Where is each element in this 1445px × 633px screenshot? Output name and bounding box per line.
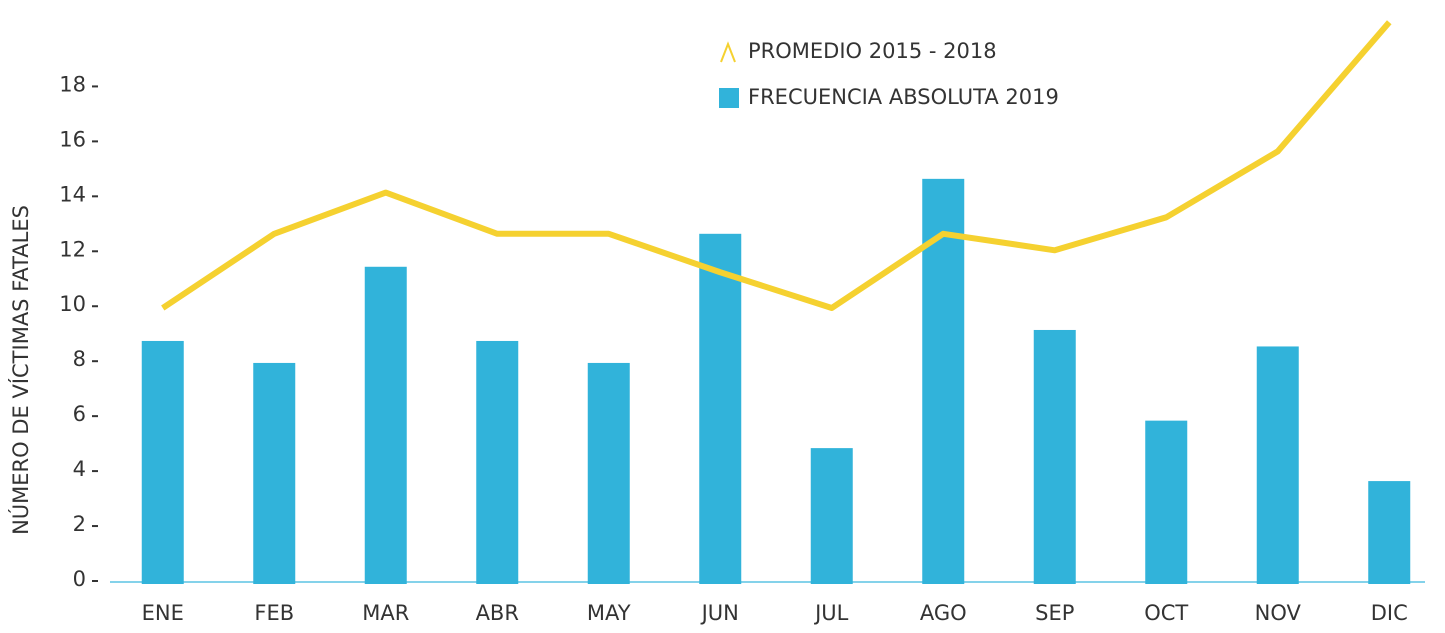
x-tick-label: MAY: [587, 601, 631, 625]
legend-line-icon: [720, 41, 736, 63]
x-tick-label: SEP: [1035, 601, 1074, 625]
bar: [1033, 329, 1076, 584]
x-tick-label: JUN: [700, 601, 739, 625]
bar: [810, 448, 853, 584]
x-tick-label: OCT: [1144, 601, 1188, 625]
x-tick-label: FEB: [254, 601, 294, 625]
bar: [1145, 420, 1188, 584]
x-tick-label: AGO: [920, 601, 967, 625]
x-tick-label: NOV: [1255, 601, 1302, 625]
y-tick-label: 12: [59, 237, 86, 261]
bar: [476, 340, 519, 584]
y-axis-label: NÚMERO DE VÍCTIMAS FATALES: [8, 205, 33, 535]
x-tick-label: ABR: [476, 601, 519, 625]
legend-label: PROMEDIO 2015 - 2018: [748, 39, 997, 63]
y-tick-label: 16: [59, 127, 86, 151]
bar: [364, 266, 407, 584]
x-tick-label: JUL: [813, 601, 849, 625]
y-tick-label: 18: [59, 72, 86, 96]
bar: [1256, 346, 1299, 584]
x-tick-label: ENE: [142, 601, 184, 625]
bar: [699, 233, 742, 585]
x-tick-label: DIC: [1371, 601, 1408, 625]
y-tick-label: 4: [73, 457, 86, 481]
x-tick-label: MAR: [362, 601, 409, 625]
bar: [141, 340, 184, 584]
y-tick-label: 8: [73, 347, 86, 371]
bar: [1368, 481, 1411, 584]
y-tick-label: 2: [73, 512, 86, 536]
bar: [922, 178, 965, 584]
line: [161, 20, 1392, 311]
y-tick-label: 0: [73, 567, 86, 591]
y-tick-label: 6: [73, 402, 86, 426]
legend-label: FRECUENCIA ABSOLUTA 2019: [748, 85, 1059, 109]
legend-bar-icon: [719, 88, 739, 108]
bar: [587, 362, 630, 584]
bar: [253, 362, 296, 584]
y-tick-label: 14: [59, 182, 86, 206]
y-tick-label: 10: [59, 292, 86, 316]
